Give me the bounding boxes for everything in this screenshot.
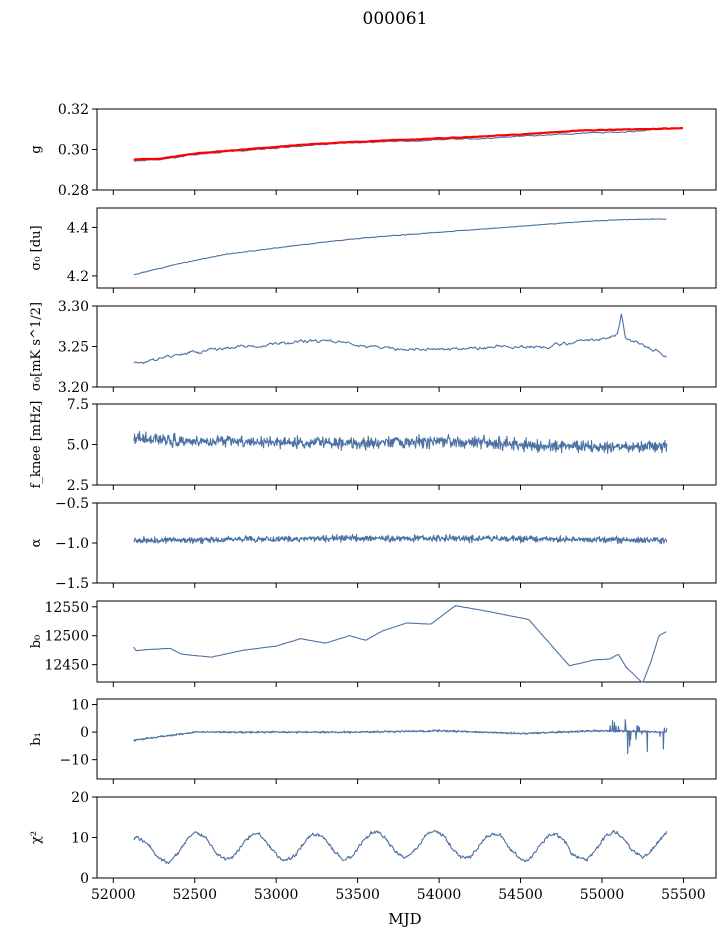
panel-chi2: 0 10 20 χ² 52000 52500 53000 53500 54000 54500 550… (29, 790, 717, 903)
x-tick-label: 52500 (172, 887, 217, 903)
x-tick-label: 54500 (498, 887, 543, 903)
y-tick-label: 10 (71, 831, 89, 847)
y-axis-label: σ₀ [du] (29, 225, 44, 270)
x-tick-label: 53500 (335, 887, 380, 903)
figure-title: 000061 (363, 9, 428, 29)
y-tick-label: 12450 (44, 658, 89, 674)
panel-b1: −10 0 10 b₁ (29, 698, 717, 784)
x-tick-label: 55000 (580, 887, 625, 903)
y-tick-label: 12550 (44, 600, 89, 616)
y-axis-label: g (29, 145, 44, 153)
y-tick-label: −1.0 (55, 536, 89, 552)
y-axis-label: χ² (29, 831, 44, 844)
axes-frame (96, 207, 717, 289)
series-line (133, 719, 668, 755)
y-axis-label: b₁ (29, 732, 44, 746)
series-line (133, 430, 668, 454)
panel-b0: 12450 12500 12550 b₀ (29, 600, 717, 687)
x-tick-label: 52000 (91, 887, 136, 903)
x-tick-label: 53000 (254, 887, 299, 903)
y-tick-label: 7.5 (67, 397, 89, 413)
y-axis-label: b₀ (29, 635, 44, 649)
y-tick-label: 4.4 (67, 220, 89, 236)
axes-frame (96, 108, 717, 191)
y-tick-label: 10 (71, 698, 89, 714)
x-tick-label: 55500 (661, 887, 706, 903)
series-line (133, 533, 668, 545)
y-tick-label: 0.32 (58, 102, 89, 118)
series-line (133, 313, 667, 365)
series-line-overlay (133, 127, 683, 161)
panel-fknee: 2.5 5.0 7.5 f_knee [mHz] (29, 397, 717, 494)
y-tick-label: 3.25 (58, 340, 89, 356)
y-tick-label: −0.5 (55, 496, 89, 512)
y-tick-label: 4.2 (67, 269, 89, 285)
y-tick-label: 3.20 (58, 380, 89, 396)
panel-g: 0.28 0.30 0.32 g (29, 102, 717, 199)
y-tick-label: 5.0 (67, 438, 89, 454)
panel-alpha: −1.5 −1.0 −0.5 α (29, 496, 717, 592)
series-line (133, 829, 668, 865)
axes-frame (96, 600, 717, 683)
series-line (133, 218, 667, 276)
y-axis-label: f_knee [mHz] (29, 401, 44, 489)
panel-sigma0_mK: 3.20 3.25 3.30 σ₀[mK s^1/2] (29, 299, 717, 396)
y-tick-label: 0.28 (58, 183, 89, 199)
panels: 0.28 0.30 0.32 g 4.2 4.4 σ₀ [du] 3.20 3.25 3.30 σ₀… (29, 102, 717, 903)
y-tick-label: −10 (59, 753, 89, 769)
panel-sigma0_du: 4.2 4.4 σ₀ [du] (29, 207, 717, 293)
axes-frame (96, 305, 717, 388)
x-tick-label: 54000 (417, 887, 462, 903)
y-axis-label: σ₀[mK s^1/2] (29, 302, 44, 391)
y-tick-label: 12500 (44, 629, 89, 645)
y-axis-label: α (29, 538, 44, 547)
series-line (133, 605, 667, 683)
y-tick-label: 2.5 (67, 478, 89, 494)
y-tick-label: 0 (80, 871, 89, 887)
y-tick-label: 20 (71, 790, 89, 806)
y-tick-label: 0 (80, 725, 89, 741)
series-line (133, 128, 666, 163)
axes-frame (96, 698, 717, 780)
y-tick-label: −1.5 (55, 576, 89, 592)
x-axis-label: MJD (388, 910, 421, 928)
y-tick-label: 0.30 (58, 143, 89, 159)
y-tick-label: 3.30 (58, 299, 89, 315)
